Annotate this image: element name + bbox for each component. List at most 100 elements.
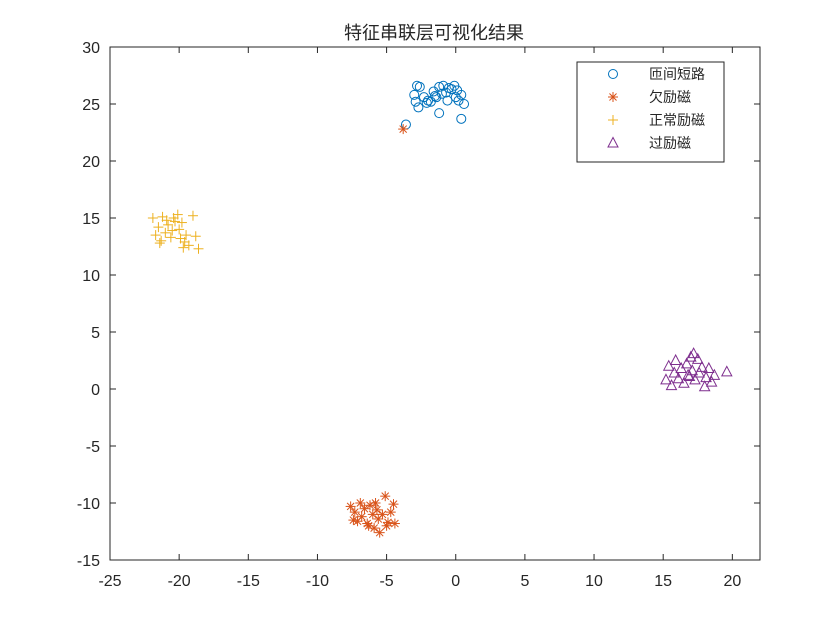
data-point bbox=[365, 500, 375, 511]
data-point bbox=[160, 227, 171, 238]
data-point bbox=[179, 236, 190, 247]
y-tick-label: 15 bbox=[82, 211, 100, 228]
data-point bbox=[703, 361, 715, 373]
y-tick-label: 20 bbox=[82, 154, 100, 171]
y-tick-label: -15 bbox=[77, 553, 100, 570]
data-point bbox=[687, 347, 700, 359]
series-asterisk bbox=[345, 124, 409, 538]
data-point bbox=[178, 242, 189, 253]
data-point bbox=[456, 113, 467, 124]
data-point bbox=[708, 368, 721, 380]
data-point bbox=[172, 209, 183, 220]
data-point bbox=[436, 88, 447, 99]
data-point bbox=[434, 81, 445, 92]
data-point bbox=[720, 365, 733, 377]
data-point bbox=[438, 80, 449, 91]
data-point bbox=[705, 375, 718, 387]
data-point bbox=[374, 527, 385, 538]
data-point bbox=[683, 369, 696, 381]
data-point bbox=[190, 231, 201, 242]
data-point bbox=[193, 243, 204, 254]
data-point bbox=[442, 95, 453, 106]
x-tick-label: 20 bbox=[723, 573, 741, 590]
chart-title: 特征串联层可视化结果 bbox=[344, 23, 524, 44]
data-point bbox=[348, 515, 359, 526]
data-point bbox=[174, 224, 185, 235]
x-tick-label: 0 bbox=[451, 573, 460, 590]
y-tick-label: 0 bbox=[91, 382, 100, 399]
data-point bbox=[434, 108, 445, 119]
data-point bbox=[450, 92, 461, 103]
data-point bbox=[456, 89, 467, 100]
series-circle bbox=[400, 80, 470, 130]
data-point bbox=[156, 235, 167, 246]
data-point bbox=[165, 232, 176, 243]
x-tick-label: -20 bbox=[168, 573, 191, 590]
data-point bbox=[700, 371, 712, 383]
data-points bbox=[147, 80, 733, 538]
data-point bbox=[176, 217, 187, 228]
x-tick-label: 5 bbox=[520, 573, 529, 590]
data-point bbox=[355, 498, 366, 508]
data-point bbox=[446, 84, 457, 95]
data-point bbox=[161, 215, 172, 226]
data-point bbox=[187, 210, 198, 221]
data-point bbox=[154, 238, 165, 249]
y-tick-label: -5 bbox=[86, 439, 100, 456]
data-point bbox=[380, 491, 391, 502]
data-point bbox=[377, 509, 388, 520]
series-plus bbox=[147, 209, 204, 254]
x-tick-label: -5 bbox=[379, 573, 393, 590]
data-point bbox=[181, 230, 192, 241]
legend-marker bbox=[608, 69, 618, 79]
data-point bbox=[389, 518, 400, 529]
data-point bbox=[665, 379, 678, 391]
data-point bbox=[363, 520, 374, 531]
data-point bbox=[662, 359, 675, 371]
data-point bbox=[678, 376, 690, 388]
data-point bbox=[669, 353, 682, 365]
data-point bbox=[167, 225, 178, 236]
data-point bbox=[153, 222, 164, 233]
legend-label: 正常励磁 bbox=[649, 113, 705, 129]
data-point bbox=[150, 230, 161, 241]
data-point bbox=[381, 520, 392, 531]
data-point bbox=[689, 373, 701, 385]
data-point bbox=[693, 366, 705, 378]
data-point bbox=[388, 499, 399, 510]
data-point bbox=[680, 357, 693, 369]
data-point bbox=[371, 504, 382, 515]
data-point bbox=[385, 507, 396, 518]
data-point bbox=[370, 498, 381, 508]
data-point bbox=[421, 97, 432, 108]
data-point bbox=[410, 96, 421, 107]
legend-marker bbox=[607, 136, 619, 148]
data-point bbox=[147, 213, 158, 223]
data-point bbox=[163, 219, 174, 230]
data-point bbox=[170, 216, 180, 227]
data-point bbox=[685, 350, 697, 362]
x-tick-label: 10 bbox=[585, 573, 603, 590]
data-point bbox=[345, 501, 356, 512]
data-point bbox=[453, 95, 464, 106]
data-point bbox=[696, 360, 708, 372]
x-tick-label: -15 bbox=[237, 573, 260, 590]
data-point bbox=[349, 507, 360, 518]
data-point bbox=[414, 81, 425, 92]
x-tick-label: 15 bbox=[654, 573, 672, 590]
y-axis: -15 -10 -5 0 5 10 15 20 25 30 bbox=[77, 40, 760, 570]
y-tick-label: 10 bbox=[82, 268, 100, 285]
y-tick-label: 25 bbox=[82, 97, 100, 114]
y-tick-label: -10 bbox=[77, 496, 100, 513]
data-point bbox=[459, 99, 470, 109]
legend-label: 过励磁 bbox=[649, 136, 691, 152]
data-point bbox=[660, 373, 672, 385]
legend-marker bbox=[608, 92, 618, 102]
data-point bbox=[686, 364, 699, 376]
data-point bbox=[359, 503, 370, 514]
data-point bbox=[691, 352, 704, 364]
legend-label: 匝间短路 bbox=[649, 67, 705, 83]
x-axis: -25 -20 -15 -10 -5 0 5 10 15 20 bbox=[98, 47, 741, 590]
y-tick-label: 5 bbox=[91, 325, 100, 342]
